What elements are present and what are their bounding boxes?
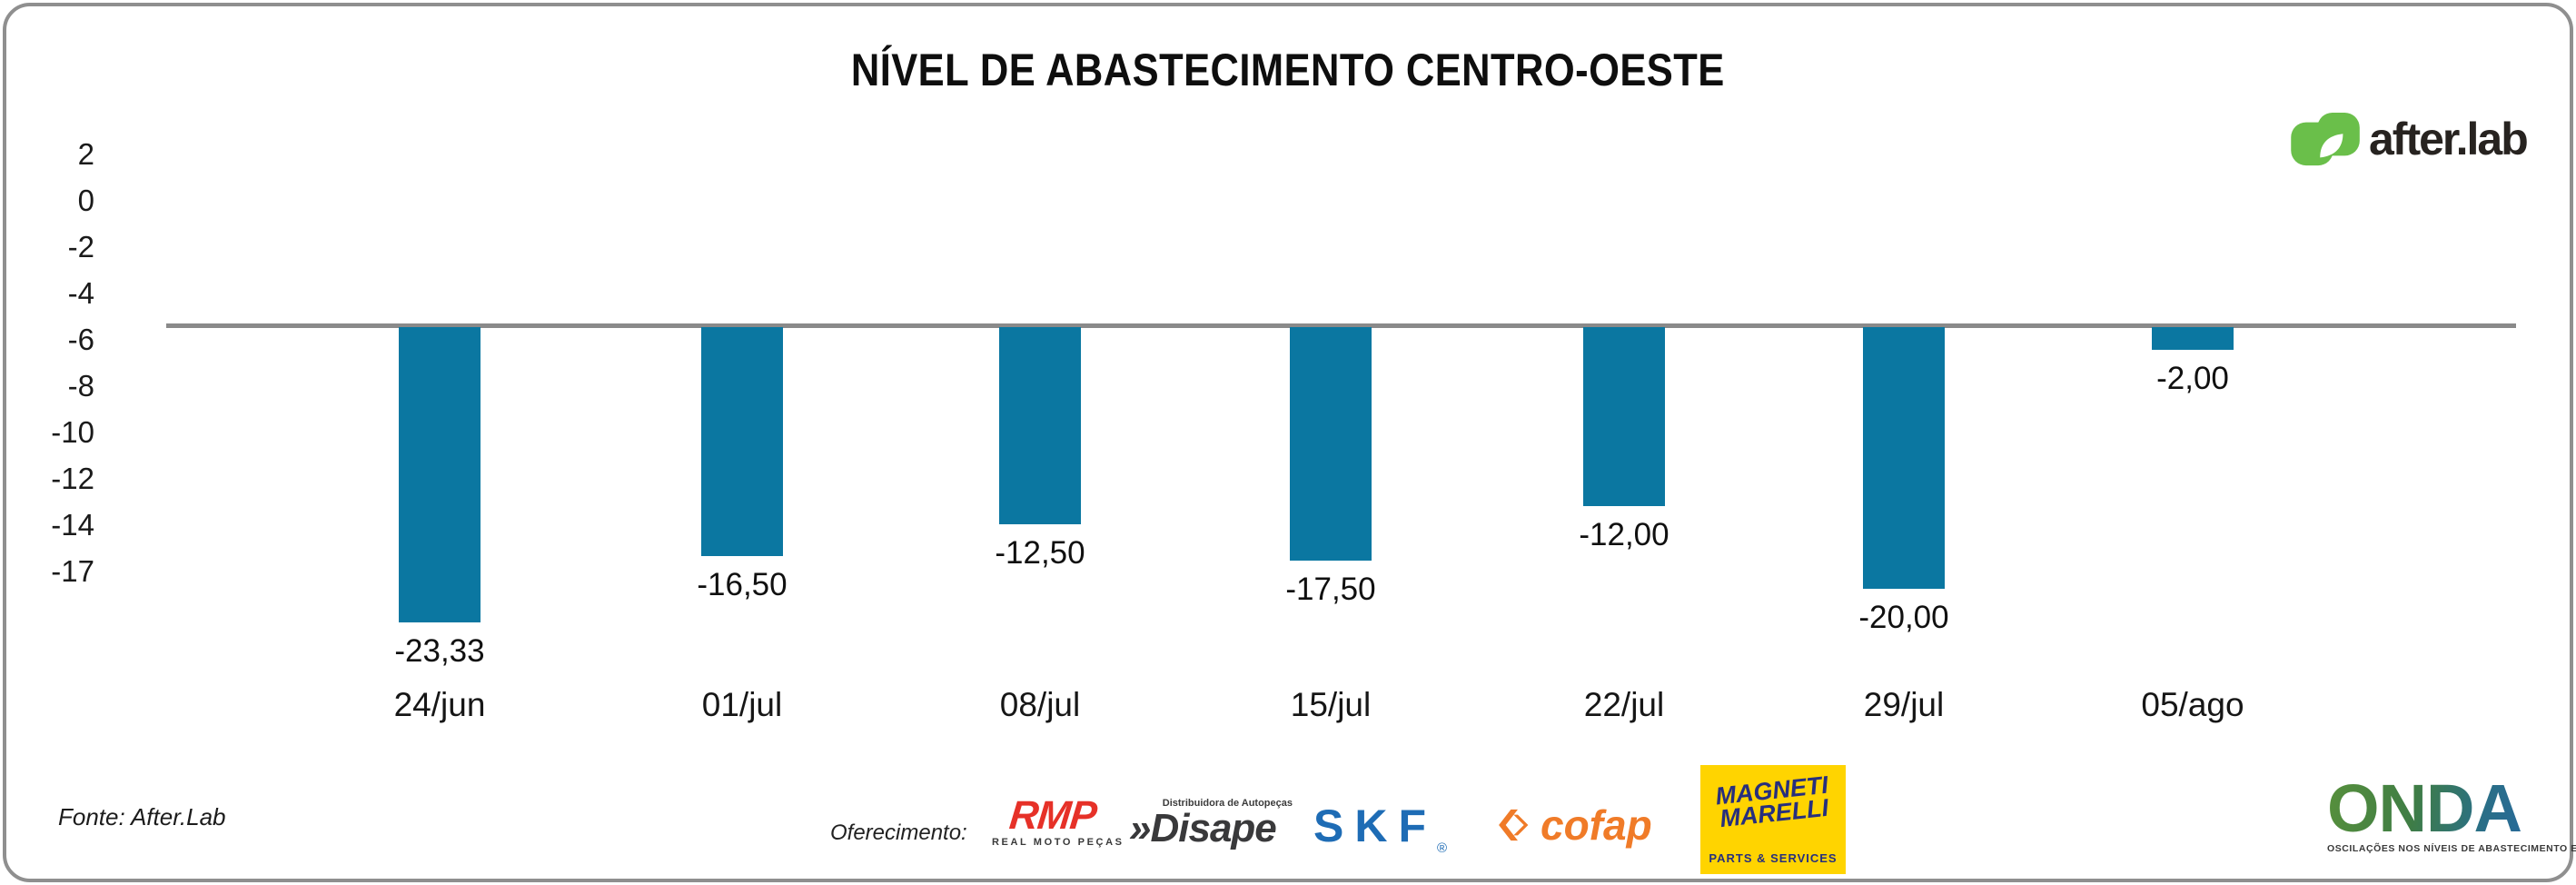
y-axis-label: -10 — [51, 415, 94, 449]
onda-logo: ONDA OSCILAÇÕES NOS NÍVEIS DE ABASTECIME… — [2327, 775, 2576, 855]
bar-value-label: -20,00 — [1858, 600, 1949, 635]
disape-chevrons-icon: » — [1129, 806, 1152, 850]
bar-24-jun — [399, 327, 481, 622]
disape-logo-text: »Disape — [1129, 806, 1277, 850]
bar-08-jul — [999, 327, 1081, 524]
rmp-logo: RMP REAL MOTO PEÇAS — [992, 793, 1125, 848]
x-axis-label: 01/jul — [701, 686, 783, 723]
cofap-chevron-icon — [1499, 808, 1537, 842]
y-axis-label: -8 — [67, 369, 94, 403]
y-axis-label: 0 — [77, 184, 94, 217]
bar-15-jul — [1290, 327, 1372, 561]
y-axis-label: -17 — [51, 554, 94, 588]
source-note: Fonte: After.Lab — [58, 803, 226, 830]
onda-tagline: OSCILAÇÕES NOS NÍVEIS DE ABASTECIMENTO E… — [2327, 843, 2576, 854]
onda-logo-text: ONDA — [2327, 775, 2576, 842]
cofap-logo: cofap — [1499, 801, 1652, 849]
afterlab-logo: after.lab — [2291, 111, 2529, 167]
x-axis-label: 29/jul — [1863, 686, 1945, 723]
disape-logo-subtitle: Distribuidora de Autopeças — [1162, 798, 1293, 809]
y-axis-label: -12 — [51, 462, 94, 495]
afterlab-logo-text: after.lab — [2369, 114, 2529, 164]
chart-title-text: NÍVEL DE ABASTECIMENTO CENTRO-OESTE — [851, 45, 1725, 95]
bar-value-label: -16,50 — [697, 567, 788, 602]
cofap-logo-text: cofap — [1541, 801, 1652, 849]
afterlab-leaf-icon — [2291, 111, 2362, 167]
magneti-marelli-logo-text: MAGNETI MARELLI — [1714, 771, 1830, 833]
bar-05-ago — [2152, 327, 2234, 350]
rounded-border-frame — [3, 3, 2573, 882]
bar-22-jul — [1583, 327, 1665, 506]
baseline-rule — [166, 323, 2516, 328]
skf-logo: SKF® — [1313, 803, 1448, 856]
y-axis-label: -14 — [51, 508, 94, 542]
x-axis-label: 15/jul — [1290, 686, 1372, 723]
bar-value-label: -17,50 — [1285, 572, 1376, 607]
bar-01-jul — [701, 327, 783, 556]
bar-value-label: -12,50 — [995, 535, 1085, 571]
x-axis-label: 05/ago — [2141, 686, 2244, 723]
rmp-logo-subtitle: REAL MOTO PEÇAS — [992, 837, 1125, 848]
disape-logo: Distribuidora de Autopeças »Disape — [1129, 798, 1293, 849]
y-axis-label: 2 — [77, 137, 94, 171]
x-axis-label: 08/jul — [999, 686, 1081, 723]
skf-registered-mark: ® — [1437, 840, 1448, 856]
x-axis-label: 24/jun — [393, 686, 486, 723]
y-axis-label: -6 — [67, 323, 94, 356]
skf-logo-text: SKF — [1313, 800, 1437, 851]
bar-value-label: -23,33 — [394, 633, 485, 669]
y-axis-label: -4 — [67, 276, 94, 310]
bar-29-jul — [1863, 327, 1945, 589]
sponsors-label: Oferecimento: — [830, 820, 967, 845]
bar-value-label: -12,00 — [1579, 517, 1669, 552]
bar-value-label: -2,00 — [2156, 361, 2229, 396]
magneti-marelli-logo: MAGNETI MARELLI PARTS & SERVICES — [1700, 765, 1846, 874]
chart-title: NÍVEL DE ABASTECIMENTO CENTRO-OESTE — [0, 44, 2576, 96]
rmp-logo-text: RMP — [1007, 793, 1099, 838]
y-axis-label: -2 — [67, 230, 94, 264]
x-axis-label: 22/jul — [1583, 686, 1665, 723]
magneti-marelli-subtitle: PARTS & SERVICES — [1709, 851, 1838, 865]
